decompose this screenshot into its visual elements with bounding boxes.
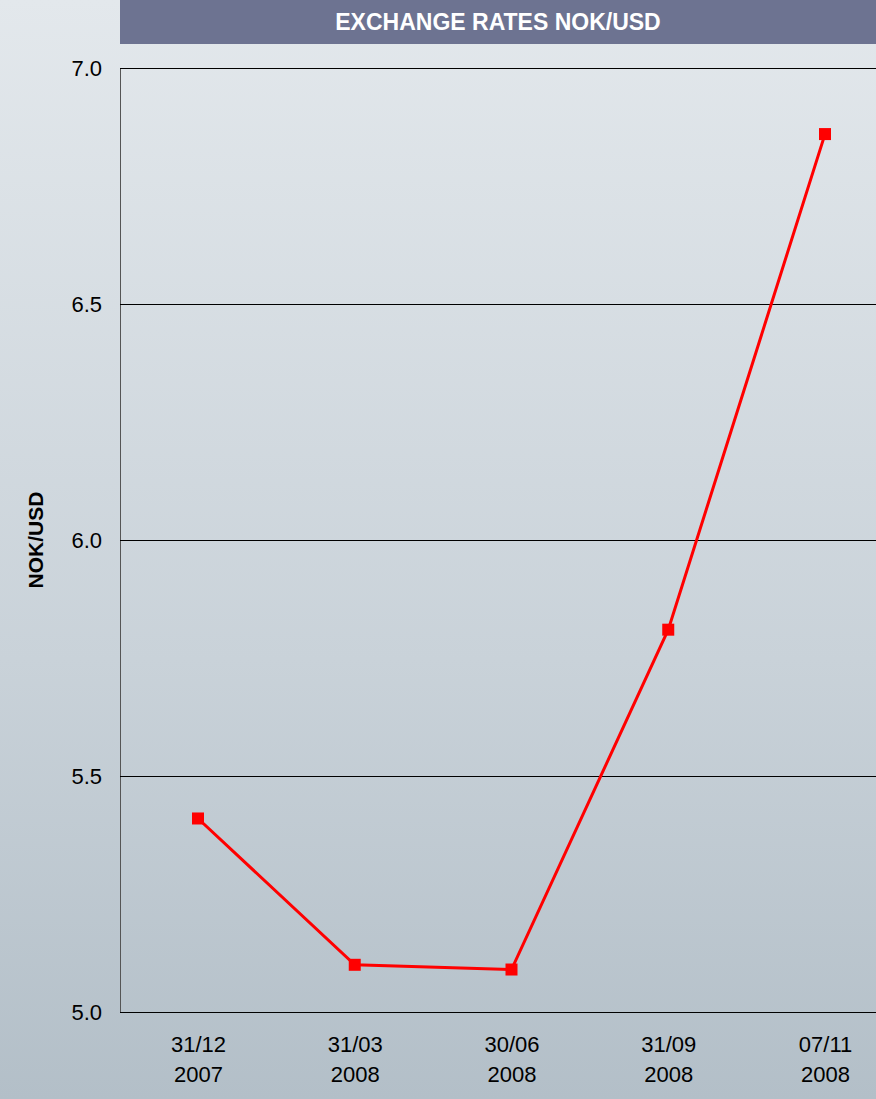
x-tick-label: 31/03 2008 (328, 1032, 383, 1087)
x-tick: 30/06 2008 (484, 1012, 539, 1087)
y-tick-label: 5.5 (71, 764, 102, 789)
chart: EXCHANGE RATES NOK/USD NOK/USD 5.0 5.5 6.0 6.… (0, 0, 876, 1099)
y-tick: 6.5 (71, 292, 876, 317)
x-tick-label-line: 2008 (488, 1062, 537, 1087)
x-tick-label-line: 07/11 (799, 1032, 852, 1057)
x-tick: 31/03 2008 (328, 1012, 383, 1087)
grid-line (120, 776, 876, 777)
line (198, 134, 825, 969)
marker (819, 128, 831, 140)
marker (192, 812, 204, 824)
x-tick-label: 31/09 2008 (641, 1032, 696, 1087)
x-tick-label: 07/11 2008 (799, 1032, 852, 1087)
x-tick-label-line: 31/09 (641, 1032, 696, 1057)
y-tick-label: 5.0 (71, 1000, 102, 1025)
y-tick: 5.5 (71, 764, 876, 789)
grid-line (120, 1012, 876, 1013)
y-tick-label: 7.0 (71, 56, 102, 81)
y-axis-title: NOK/USD (24, 492, 47, 589)
x-tick-label-line: 2008 (644, 1062, 693, 1087)
title: EXCHANGE RATES NOK/USD (335, 9, 660, 35)
x-tick-label-line: 31/12 (171, 1032, 226, 1057)
marker (506, 964, 518, 976)
x-tick-label-line: 30/06 (484, 1032, 539, 1057)
grid-line (120, 68, 876, 69)
y-tick: 5.0 (71, 1000, 876, 1025)
y-tick-label: 6.5 (71, 292, 102, 317)
y-tick-label: 6.0 (71, 528, 102, 553)
y-tick: 7.0 (71, 56, 876, 81)
x-tick-label-line: 2007 (174, 1062, 223, 1087)
marker (349, 959, 361, 971)
x-axis-line (199, 1012, 826, 1013)
x-tick-label: 31/12 2007 (171, 1032, 226, 1087)
marker (662, 624, 674, 636)
grid-line (120, 540, 876, 541)
x-tick-label-line: 31/03 (328, 1032, 383, 1057)
y-axis: 5.0 5.5 6.0 6.5 7.0 (71, 56, 876, 1025)
x-tick: 07/11 2008 (799, 1012, 852, 1087)
x-tick-label-line: 2008 (331, 1062, 380, 1087)
grid-line (120, 304, 876, 305)
x-tick: 31/12 2007 (171, 1012, 226, 1087)
y-tick: 6.0 (71, 528, 876, 553)
title-bar (120, 0, 876, 44)
x-axis: 31/12200731/03200830/06200831/09200807/1… (171, 1012, 852, 1087)
x-tick-label: 30/06 2008 (484, 1032, 539, 1087)
plot-area (192, 128, 831, 975)
x-tick-label-line: 2008 (801, 1062, 850, 1087)
x-tick: 31/09 2008 (641, 1012, 696, 1087)
